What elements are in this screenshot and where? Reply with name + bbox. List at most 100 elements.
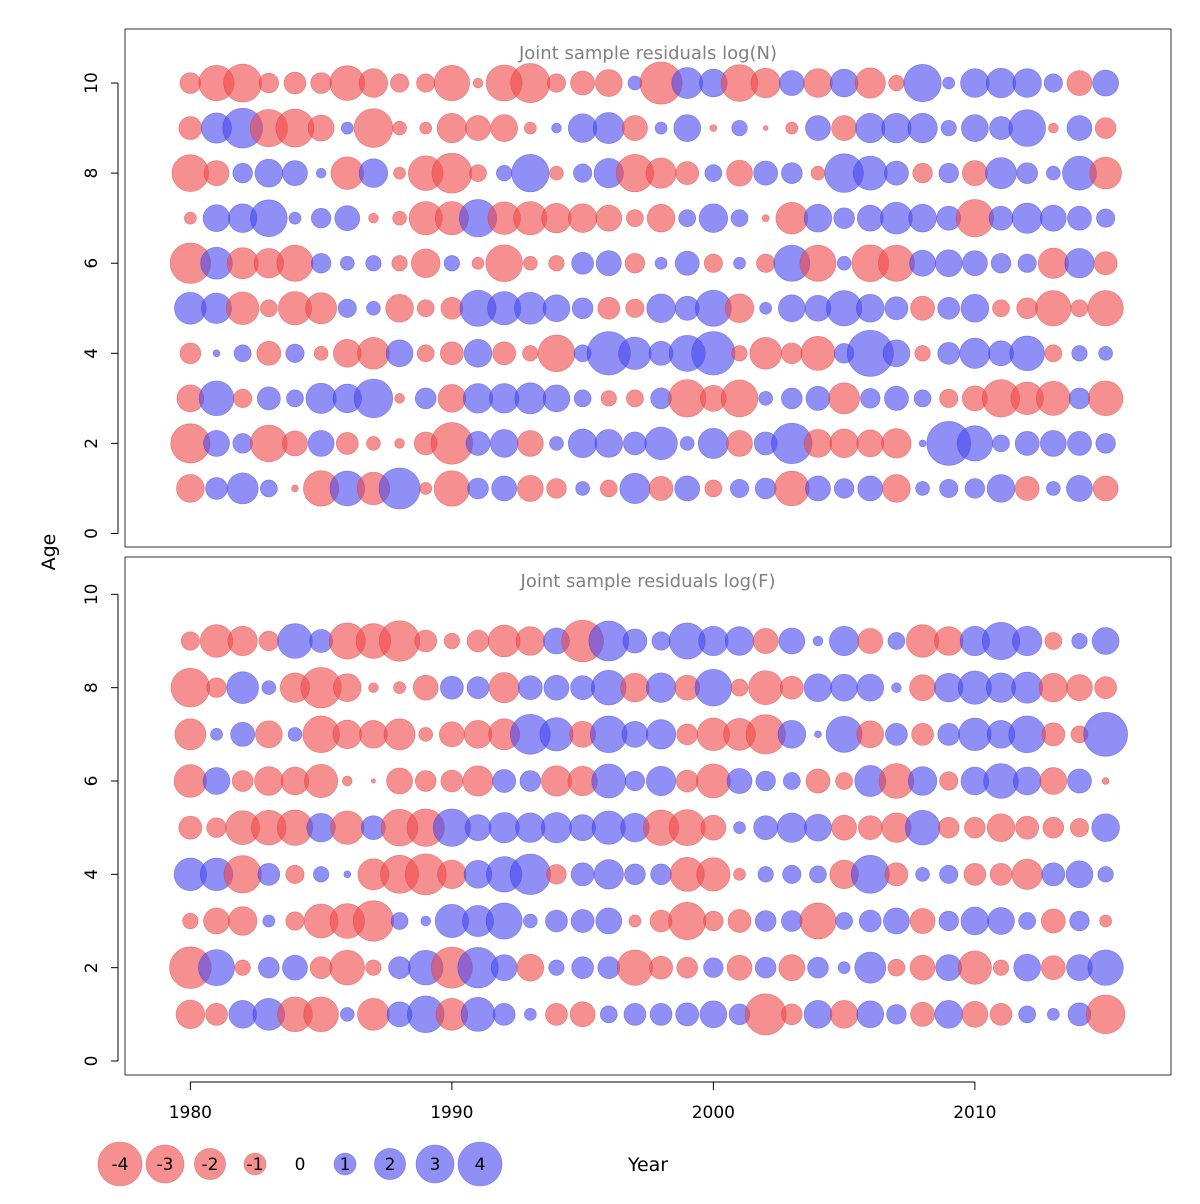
bubble-age6-2011	[990, 253, 1012, 274]
bubble-age8-1999	[675, 161, 700, 185]
bubble-age9-2014	[1066, 115, 1093, 141]
bubble-age8-1982	[226, 671, 259, 704]
bubble-age2-2001	[726, 430, 753, 457]
bubble-age8-2004	[803, 673, 833, 702]
bubble-age8-2012	[1011, 671, 1044, 704]
bubble-age9-1987	[353, 108, 394, 148]
legend-label: 0	[295, 1155, 306, 1175]
bubble-age5-2014	[1069, 818, 1089, 838]
bubble-age8-2000	[704, 164, 723, 182]
bubble-age2-2009	[935, 954, 963, 981]
bubble-age8-2007	[891, 682, 902, 693]
bubble-age6-1990	[443, 255, 460, 272]
bubble-age2-2003	[778, 954, 806, 981]
bubble-age3-1988	[390, 912, 409, 930]
bubble-age8-1988	[393, 166, 406, 180]
bubble-age4-1989	[416, 344, 435, 363]
bubble-age2-2001	[726, 954, 753, 981]
bubble-age8-2013	[1038, 673, 1068, 703]
bubble-age5-2009	[937, 296, 961, 320]
bubble-age8-2015	[1094, 676, 1117, 699]
bubble-age3-1984	[285, 911, 305, 931]
bubble-age3-2000	[703, 910, 724, 932]
bubble-age1-2007	[882, 474, 911, 503]
bubble-age7-2010	[958, 717, 992, 751]
bubble-age3-2012	[1018, 912, 1036, 930]
bubble-age1-1996	[599, 479, 618, 498]
legend-bubble	[243, 1152, 267, 1176]
bubble-age4-1983	[256, 340, 282, 366]
bubble-age5-1991	[464, 814, 492, 841]
bubble-age5-1981	[206, 817, 227, 838]
bubble-age2-1999	[676, 956, 698, 979]
bubble-age3-2005	[828, 382, 860, 415]
y-tick-label: 10	[82, 72, 102, 94]
bubble-age5-2012	[1016, 297, 1038, 320]
bubble-age4-2013	[1041, 862, 1066, 887]
bubble-age3-2001	[727, 909, 752, 933]
bubble-age1-1991	[467, 477, 489, 500]
bubble-age3-1983	[256, 386, 281, 411]
bubble-age1-2009	[934, 1000, 963, 1029]
bubble-age8-2005	[830, 673, 858, 702]
bubble-age10-2009	[942, 76, 956, 90]
bubble-age5-1995	[571, 297, 594, 320]
bubble-age8-2011	[985, 157, 1017, 189]
bubble-age2-1997	[623, 431, 647, 456]
bubble-age1-1987	[357, 998, 390, 1031]
bubble-age5-1993	[514, 292, 547, 325]
bubble-age8-1990	[431, 152, 473, 194]
bubble-age2-1994	[548, 959, 565, 976]
bubble-age7-2006	[856, 204, 884, 232]
bubble-age10-1985	[310, 72, 332, 94]
bubble-age6-1989	[414, 770, 437, 792]
bubble-age4-2009	[937, 342, 961, 365]
legend-item-2: 2	[374, 1148, 406, 1180]
bubble-age8-2007	[884, 160, 909, 186]
y-tick-label: 6	[82, 776, 102, 787]
bubble-age9-1980	[178, 116, 203, 140]
bubble-age5-2006	[856, 294, 885, 323]
bubble-age1-1999	[674, 475, 701, 502]
bubble-age9-2004	[812, 635, 824, 647]
legend-bubble	[457, 1141, 503, 1187]
bubble-age2-2010	[956, 425, 993, 462]
bubble-age4-1991	[463, 339, 493, 368]
bubble-age3-2005	[835, 912, 853, 930]
bubble-age6-1980	[173, 764, 207, 798]
bubble-age7-2011	[988, 205, 1014, 231]
bubble-age2-2012	[1013, 953, 1041, 982]
bubble-age6-2003	[783, 772, 801, 790]
bubble-age3-1988	[394, 393, 405, 404]
bubble-age2-2013	[1040, 955, 1066, 981]
bubble-age2-1987	[366, 436, 381, 451]
bubble-age10-2008	[903, 64, 942, 103]
bubble-age6-2001	[726, 768, 753, 794]
bubble-age9-2004	[805, 115, 831, 141]
bubble-age4-2012	[1011, 858, 1043, 890]
bubble-age9-2014	[1071, 632, 1088, 650]
bubble-age6-1999	[675, 769, 699, 793]
bubble-age10-2007	[888, 74, 905, 92]
bubble-age7-2014	[1067, 205, 1092, 231]
bubble-age2-1996	[594, 429, 623, 458]
bubble-age1-1997	[623, 1003, 647, 1026]
bubble-age4-2010	[963, 863, 987, 886]
bubble-age8-1992	[488, 672, 520, 704]
y-tick-label: 4	[82, 869, 102, 880]
bubble-age9-2015	[1094, 117, 1117, 139]
bubble-age1-2008	[910, 1001, 935, 1027]
bubble-age6-2001	[733, 256, 746, 270]
bubble-age8-1980	[171, 154, 210, 192]
bubble-age10-2002	[750, 67, 781, 99]
bubble-age8-2006	[856, 673, 885, 702]
bubble-age9-2012	[1012, 625, 1043, 657]
bubble-age2-2015	[1095, 433, 1116, 454]
bubble-age6-1997	[624, 253, 646, 274]
bubble-age2-1995	[571, 956, 594, 979]
legend-label: -4	[112, 1155, 129, 1175]
bubble-age9-1982	[227, 625, 258, 657]
bubble-age8-1995	[570, 675, 595, 701]
bubble-age4-2012	[1009, 335, 1045, 372]
bubble-age1-1998	[648, 476, 674, 501]
